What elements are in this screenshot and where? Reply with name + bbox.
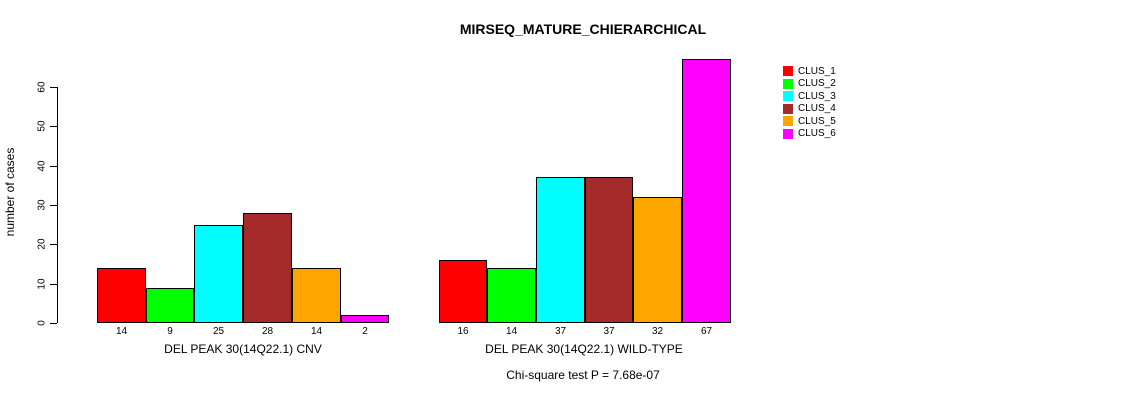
legend-item-clus_5: CLUS_5 bbox=[783, 115, 836, 128]
legend-swatch-icon bbox=[783, 128, 793, 139]
bar-clus_3 bbox=[194, 225, 243, 323]
bar-value-label: 14 bbox=[505, 326, 518, 337]
y-axis-tick-label: 10 bbox=[36, 278, 48, 290]
bar-clus_4 bbox=[585, 177, 633, 323]
legend-swatch-icon bbox=[783, 116, 793, 127]
bar-value-label: 2 bbox=[362, 326, 368, 337]
y-axis-tick-label: 30 bbox=[36, 199, 48, 211]
bar-value-label: 37 bbox=[554, 326, 567, 337]
y-axis-tick-label: 40 bbox=[36, 160, 48, 172]
bar-value-label: 9 bbox=[167, 326, 173, 337]
y-axis-tick bbox=[50, 87, 57, 88]
legend-item-clus_3: CLUS_3 bbox=[783, 90, 836, 103]
chart-title: MIRSEQ_MATURE_CHIERARCHICAL bbox=[459, 21, 707, 37]
bar-clus_6 bbox=[682, 59, 731, 323]
legend-label: CLUS_2 bbox=[798, 78, 836, 90]
bar-clus_5 bbox=[633, 197, 682, 323]
bar-value-label: 16 bbox=[457, 326, 469, 337]
y-axis-tick-label: 20 bbox=[36, 238, 48, 250]
x-axis-group-label-cnv: DEL PEAK 30(14Q22.1) CNV bbox=[164, 342, 322, 356]
y-axis-label: number of cases bbox=[3, 147, 17, 237]
legend-item-clus_2: CLUS_2 bbox=[783, 78, 836, 91]
legend-label: CLUS_4 bbox=[798, 103, 836, 115]
y-axis-tick bbox=[50, 244, 57, 245]
legend-label: CLUS_3 bbox=[798, 90, 836, 102]
bar-value-label: 14 bbox=[115, 326, 128, 337]
bar-value-label: 32 bbox=[651, 326, 664, 337]
y-axis-tick bbox=[50, 205, 57, 206]
legend-label: CLUS_6 bbox=[798, 128, 836, 140]
chi-square-annotation: Chi-square test P = 7.68e-07 bbox=[506, 368, 660, 382]
y-axis-tick bbox=[50, 323, 57, 324]
legend-swatch-icon bbox=[783, 91, 793, 102]
legend-label: CLUS_5 bbox=[798, 115, 836, 127]
bar-value-label: 14 bbox=[310, 326, 323, 337]
bar-clus_3 bbox=[536, 177, 585, 323]
bar-clus_2 bbox=[146, 288, 194, 323]
bar-clus_1 bbox=[97, 268, 146, 323]
legend: CLUS_1 CLUS_2 CLUS_3 CLUS_4 CLUS_5 CLUS_6 bbox=[783, 65, 836, 140]
y-axis-tick bbox=[50, 126, 57, 127]
legend-item-clus_6: CLUS_6 bbox=[783, 128, 836, 141]
bar-value-label: 37 bbox=[603, 326, 615, 337]
y-axis-tick-label: 0 bbox=[36, 320, 48, 326]
bar-value-label: 28 bbox=[261, 326, 274, 337]
y-axis-tick bbox=[50, 166, 57, 167]
legend-item-clus_1: CLUS_1 bbox=[783, 65, 836, 78]
x-axis-group-label-wild-type: DEL PEAK 30(14Q22.1) WILD-TYPE bbox=[485, 342, 683, 356]
legend-swatch-icon bbox=[783, 66, 793, 77]
legend-swatch-icon bbox=[783, 103, 793, 114]
bar-value-label: 25 bbox=[212, 326, 225, 337]
bar-clus_6 bbox=[341, 315, 389, 323]
bar-clus_4 bbox=[243, 213, 292, 323]
y-axis-tick bbox=[50, 284, 57, 285]
legend-swatch-icon bbox=[783, 78, 793, 89]
bar-clus_1 bbox=[439, 260, 487, 323]
y-axis-tick-label: 50 bbox=[36, 120, 48, 132]
bar-clus_2 bbox=[487, 268, 536, 323]
y-axis-line bbox=[57, 87, 58, 323]
legend-item-clus_4: CLUS_4 bbox=[783, 103, 836, 116]
bar-value-label: 67 bbox=[700, 326, 713, 337]
y-axis-tick-label: 60 bbox=[36, 81, 48, 93]
legend-label: CLUS_1 bbox=[798, 65, 836, 77]
bar-clus_5 bbox=[292, 268, 341, 323]
